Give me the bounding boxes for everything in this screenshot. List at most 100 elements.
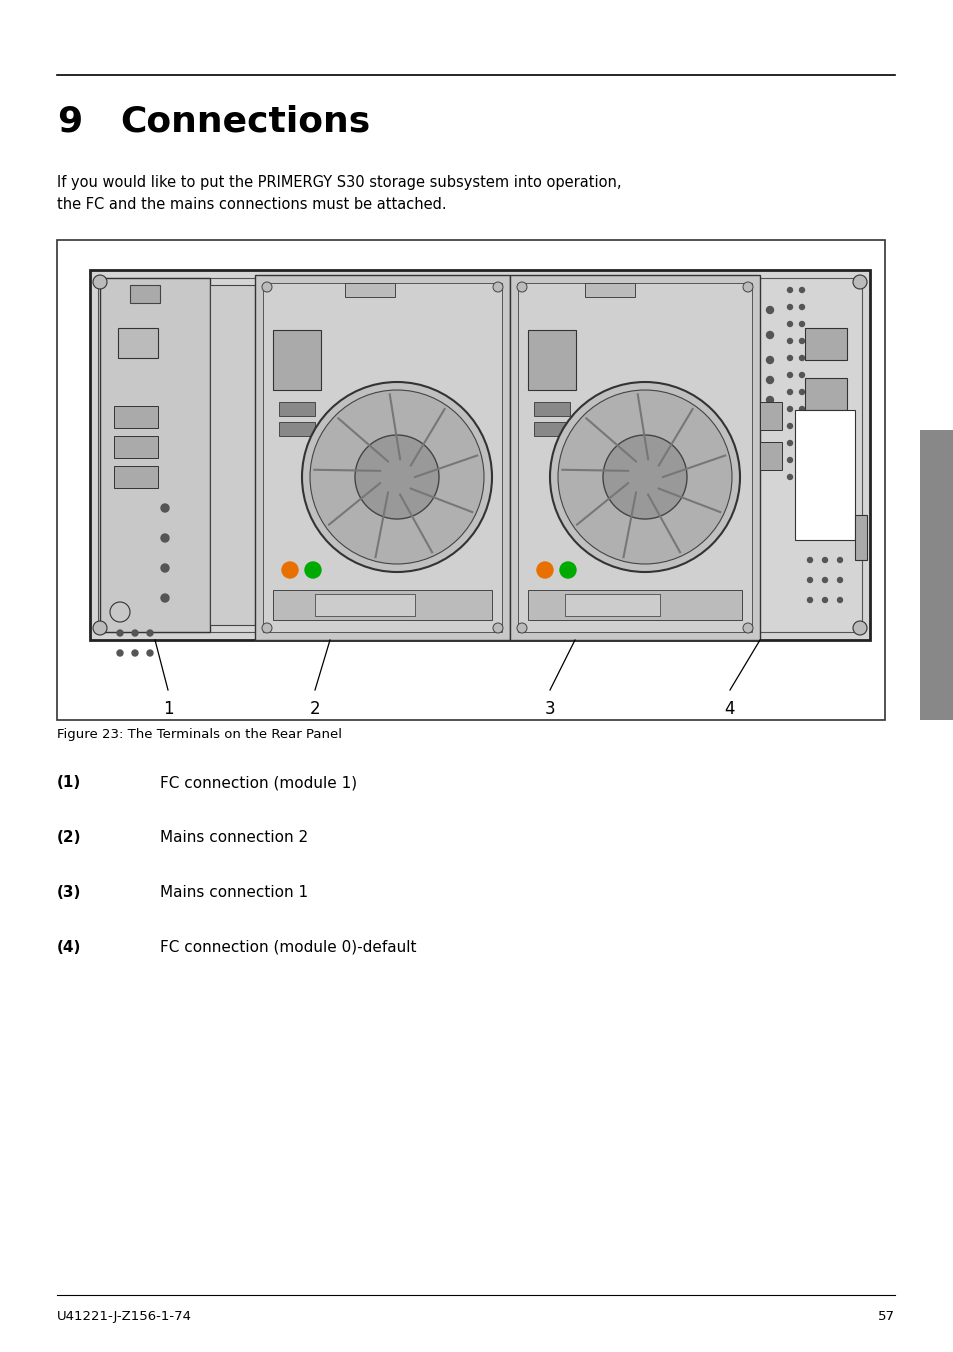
- Circle shape: [799, 389, 803, 395]
- Text: U41221-J-Z156-1-74: U41221-J-Z156-1-74: [57, 1310, 192, 1324]
- Circle shape: [302, 383, 492, 572]
- Bar: [804, 379, 846, 410]
- Bar: [584, 283, 635, 297]
- Bar: [98, 279, 862, 631]
- Circle shape: [742, 623, 752, 633]
- Text: (4): (4): [57, 940, 81, 955]
- Circle shape: [786, 288, 792, 292]
- Circle shape: [786, 389, 792, 395]
- Circle shape: [765, 307, 773, 314]
- Bar: [760, 402, 781, 430]
- Bar: [534, 422, 569, 435]
- Circle shape: [92, 274, 107, 289]
- Bar: [90, 270, 869, 639]
- Bar: [57, 241, 884, 721]
- Circle shape: [517, 623, 526, 633]
- Bar: [273, 589, 492, 621]
- Text: 3: 3: [544, 700, 555, 718]
- Bar: [113, 406, 158, 429]
- Bar: [564, 594, 659, 617]
- Text: (2): (2): [57, 830, 81, 845]
- Text: If you would like to put the PRIMERGY S30 storage subsystem into operation,: If you would like to put the PRIMERGY S3…: [57, 174, 620, 191]
- Circle shape: [161, 504, 169, 512]
- Text: FC connection (module 0)-default: FC connection (module 0)-default: [160, 940, 416, 955]
- Circle shape: [132, 650, 138, 656]
- Bar: [804, 329, 846, 360]
- Circle shape: [550, 383, 740, 572]
- Bar: [314, 594, 415, 617]
- Circle shape: [786, 475, 792, 480]
- Circle shape: [132, 630, 138, 635]
- Circle shape: [799, 475, 803, 480]
- Circle shape: [837, 598, 841, 603]
- Text: (1): (1): [57, 775, 81, 790]
- Circle shape: [602, 435, 686, 519]
- Circle shape: [799, 373, 803, 377]
- Circle shape: [786, 457, 792, 462]
- Circle shape: [786, 441, 792, 446]
- Circle shape: [117, 650, 123, 656]
- Bar: [100, 279, 210, 631]
- Circle shape: [799, 407, 803, 411]
- Circle shape: [786, 338, 792, 343]
- Bar: [113, 466, 158, 488]
- Circle shape: [517, 283, 526, 292]
- Circle shape: [161, 534, 169, 542]
- Bar: [273, 330, 320, 389]
- Circle shape: [852, 621, 866, 635]
- Bar: [210, 285, 254, 625]
- Text: the FC and the mains connections must be attached.: the FC and the mains connections must be…: [57, 197, 446, 212]
- Circle shape: [852, 274, 866, 289]
- Circle shape: [799, 356, 803, 361]
- Circle shape: [355, 435, 438, 519]
- Circle shape: [282, 562, 297, 579]
- Circle shape: [765, 376, 773, 384]
- Text: 4: 4: [724, 700, 735, 718]
- Circle shape: [799, 304, 803, 310]
- Text: Figure 23: The Terminals on the Rear Panel: Figure 23: The Terminals on the Rear Pan…: [57, 727, 341, 741]
- Text: Mains connection 1: Mains connection 1: [160, 886, 308, 900]
- Circle shape: [799, 457, 803, 462]
- Circle shape: [310, 389, 483, 564]
- Bar: [263, 283, 501, 631]
- Circle shape: [765, 357, 773, 364]
- Circle shape: [821, 577, 826, 583]
- Bar: [118, 329, 158, 358]
- Circle shape: [806, 598, 812, 603]
- Text: Connections: Connections: [120, 105, 370, 139]
- Bar: [130, 285, 160, 303]
- Text: FC connection (module 1): FC connection (module 1): [160, 775, 356, 790]
- Circle shape: [821, 557, 826, 562]
- Circle shape: [786, 407, 792, 411]
- Bar: [794, 410, 854, 539]
- Circle shape: [799, 441, 803, 446]
- Circle shape: [493, 623, 502, 633]
- Text: 57: 57: [877, 1310, 894, 1324]
- Text: 1: 1: [163, 700, 173, 718]
- Circle shape: [147, 650, 152, 656]
- Circle shape: [786, 356, 792, 361]
- Circle shape: [806, 557, 812, 562]
- Text: 2: 2: [310, 700, 320, 718]
- Bar: [854, 515, 866, 560]
- Circle shape: [765, 331, 773, 338]
- Bar: [510, 274, 760, 639]
- Circle shape: [837, 577, 841, 583]
- Circle shape: [161, 564, 169, 572]
- Circle shape: [742, 283, 752, 292]
- Circle shape: [558, 389, 731, 564]
- Text: Mains connection 2: Mains connection 2: [160, 830, 308, 845]
- Circle shape: [117, 630, 123, 635]
- Circle shape: [262, 623, 272, 633]
- Bar: [527, 330, 576, 389]
- Circle shape: [493, 283, 502, 292]
- Circle shape: [786, 423, 792, 429]
- Circle shape: [786, 373, 792, 377]
- Text: (3): (3): [57, 886, 81, 900]
- Circle shape: [821, 598, 826, 603]
- Circle shape: [262, 283, 272, 292]
- Circle shape: [161, 594, 169, 602]
- Circle shape: [765, 396, 773, 403]
- Circle shape: [786, 322, 792, 326]
- Bar: [345, 283, 395, 297]
